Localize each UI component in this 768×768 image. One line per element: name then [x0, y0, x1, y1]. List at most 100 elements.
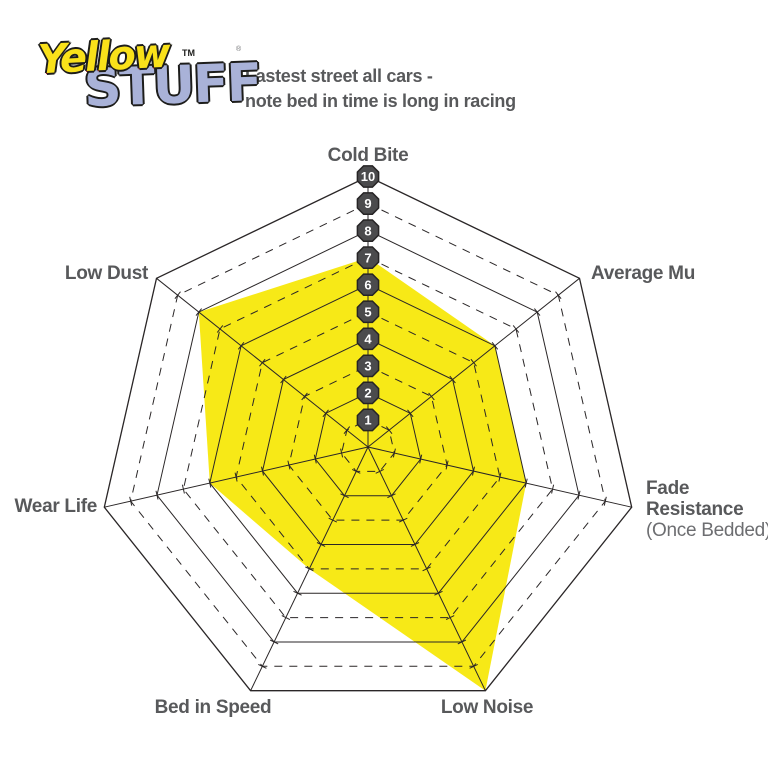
axis-tick: [313, 454, 317, 464]
axis-tick: [261, 466, 264, 476]
scale-badge-label-2: 2: [364, 386, 371, 401]
axis-tick: [555, 291, 562, 300]
axis-tick: [470, 358, 477, 367]
axis-tick: [457, 639, 467, 645]
chart-subtitle: Fastest street all cars - note bed in ti…: [245, 64, 516, 114]
axis-tick: [322, 409, 329, 418]
scale-badge-label-7: 7: [364, 250, 371, 265]
logo-word-yellow: Yellow: [36, 30, 170, 84]
axis-tick: [281, 615, 291, 621]
registered-symbol: ®: [236, 46, 242, 53]
scale-badge-3: [356, 354, 380, 378]
grid-ring-6: [209, 284, 527, 594]
scale-badge-label-8: 8: [364, 223, 371, 238]
scale-badge-9: [356, 192, 380, 215]
axis-tick: [155, 490, 159, 500]
axis-tick: [280, 375, 287, 384]
axis-tick: [174, 291, 181, 300]
scale-badge-5: [356, 300, 380, 324]
axis-tick: [287, 460, 291, 470]
axis-tick: [259, 358, 266, 367]
axis-tick: [419, 454, 423, 464]
axis-tick: [375, 468, 385, 474]
axis-tick: [343, 426, 351, 435]
axis-tick: [195, 308, 202, 316]
axis-label-wear-life: Wear Life: [15, 496, 97, 517]
axis-tick: [328, 517, 338, 523]
scale-badge-2: [356, 381, 380, 405]
axis-label-cold-bite: Cold Bite: [328, 145, 409, 166]
axis-label-average-mu: Average Mu: [591, 263, 695, 284]
axis-tick: [498, 472, 502, 482]
scale-badge-label-6: 6: [364, 277, 371, 292]
yellowstuff-logo: STUFF Yellow TM ®: [36, 26, 261, 136]
axis-tick: [237, 341, 245, 350]
subtitle-line-1: Fastest street all cars -: [245, 66, 433, 86]
axis-tick: [445, 615, 455, 621]
axis-tick: [181, 484, 185, 494]
axis-tick: [340, 493, 349, 499]
axis-label-fade-resistance: Resistance: [646, 499, 743, 520]
grid-ring-2: [314, 392, 422, 497]
axis-label-bed-in-speed: Bed in Speed: [155, 697, 272, 718]
grid-ring-7: [182, 257, 554, 619]
scale-badge-6: [356, 273, 380, 297]
axis-tick: [512, 325, 520, 333]
axis-tick: [603, 496, 607, 506]
axis-label-low-dust: Low Dust: [65, 263, 149, 284]
axis-tick: [491, 341, 499, 350]
subtitle-line-2: note bed in time is long in racing: [245, 91, 516, 111]
scale-badge-4: [356, 327, 380, 351]
axis-tick: [449, 375, 456, 384]
axis-tick: [387, 493, 396, 499]
scale-badge-label-10: 10: [361, 169, 375, 184]
axis-tick: [445, 460, 449, 470]
scale-badge-label-3: 3: [364, 359, 371, 374]
trademark-symbol: TM: [182, 48, 195, 58]
grid-ring-3: [288, 365, 448, 521]
grid-ring-1: [341, 419, 395, 472]
axis-tick: [269, 639, 279, 645]
grid-ring-9: [130, 202, 606, 667]
scale-badge-label-4: 4: [364, 332, 372, 347]
axis-tick: [305, 566, 314, 572]
scale-badge-label-5: 5: [364, 304, 371, 319]
axis-tick: [316, 542, 326, 547]
scale-badge-1: [356, 408, 380, 432]
scale-badge-10: [356, 165, 380, 188]
axis-tick: [422, 566, 431, 572]
axis-tick: [216, 325, 224, 333]
axis-tick: [434, 590, 443, 596]
scale-badge-7: [356, 246, 380, 270]
axis-tick: [234, 472, 238, 482]
grid-ring-8: [156, 230, 580, 643]
axis-tick: [392, 448, 396, 458]
axis-tick: [129, 496, 133, 506]
axis-tick: [208, 478, 212, 488]
grid-ring-4: [261, 338, 475, 545]
scale-badge-label-9: 9: [364, 196, 371, 211]
axis-tick: [301, 392, 308, 401]
axis-tick: [258, 663, 267, 669]
axis-tick: [398, 517, 408, 523]
scale-badge-8: [356, 219, 380, 242]
scale-badge-label-1: 1: [364, 413, 371, 428]
axis-tick: [472, 466, 475, 476]
axis-label-low-noise: Low Noise: [441, 697, 533, 718]
axis-tick: [293, 590, 302, 596]
series-polygon: [198, 257, 527, 691]
axis-sublabel-once-bedded: (Once Bedded): [646, 520, 768, 541]
axis-tick: [524, 478, 528, 488]
axis-tick: [428, 392, 435, 401]
axis-tick: [469, 663, 478, 669]
grid-ring-5: [235, 311, 501, 570]
axis-tick: [410, 542, 420, 547]
axis-tick: [351, 468, 361, 474]
axis-tick: [407, 409, 414, 418]
axis-label-fade-resistance: Fade: [646, 478, 689, 499]
axis-tick: [340, 448, 344, 458]
axis-tick: [534, 308, 541, 316]
axis-tick: [385, 426, 393, 435]
